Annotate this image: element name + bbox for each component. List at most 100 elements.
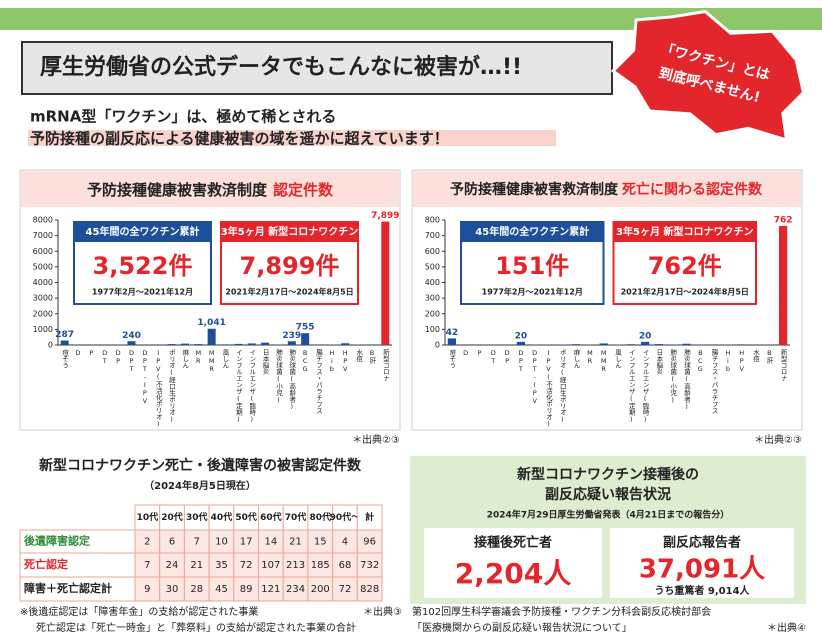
x-tick-label: BCG	[301, 349, 309, 373]
cell-value: 7	[144, 560, 150, 571]
x-tick-label: DPT	[517, 349, 525, 373]
x-tick-label: P	[87, 349, 95, 357]
y-tick-label: 500	[425, 262, 440, 271]
box-header	[461, 222, 604, 242]
cell-value: 213	[286, 560, 305, 571]
box-title: 3年5ヶ月 新型コロナワクチン	[221, 225, 358, 238]
title-part: 予防接種健康被害救済制度	[450, 181, 619, 198]
column-header: 30代	[186, 511, 208, 523]
bar	[516, 341, 526, 345]
x-tick-label: ポリオ(経口生ポリオ)	[558, 349, 566, 424]
bar	[127, 341, 136, 345]
row-label: 後遺障害認定	[24, 534, 90, 548]
column-header: 計	[365, 511, 374, 523]
bar	[571, 344, 581, 345]
x-tick-label: MR	[586, 349, 594, 365]
row-label: 死亡認定	[24, 557, 68, 571]
x-tick-label: Hib	[724, 349, 732, 373]
bar	[194, 344, 203, 345]
y-tick-label: 300	[425, 294, 440, 303]
panel-header	[413, 171, 801, 207]
title-emphasis: 死亡に関わる認定件数	[621, 181, 763, 198]
cell-value: 121	[261, 584, 280, 595]
page-title: 厚生労働省の公式データでもこんなに被害が…!!	[40, 54, 522, 80]
bar	[627, 344, 636, 345]
y-tick-label: 600	[425, 247, 440, 256]
top-gap	[0, 0, 822, 8]
cell	[307, 576, 334, 602]
cell	[159, 552, 185, 578]
x-tick-label: 腸チフス・パラチフス	[710, 349, 718, 415]
x-tick-label: B肝	[368, 349, 376, 365]
x-tick-label: 肺炎球菌(高齢者)	[683, 349, 691, 411]
x-tick-label: 新型コロナ	[381, 348, 389, 382]
cell-value: 234	[286, 584, 305, 595]
y-tick-label: 400	[425, 278, 440, 287]
bar	[180, 343, 189, 345]
bar	[599, 343, 608, 345]
bar	[381, 221, 390, 345]
box-period: 1977年2月〜2021年12月	[482, 287, 583, 297]
bar	[682, 343, 691, 345]
report-title: 新型コロナワクチン接種後の	[517, 466, 699, 483]
x-tick-label: 腸チフス・パラチフス	[315, 349, 323, 415]
bar	[640, 341, 650, 345]
value-label: 20	[515, 331, 528, 341]
column-header: 10代	[137, 511, 159, 523]
y-tick-label: 6000	[33, 247, 53, 256]
title-box	[21, 41, 613, 95]
y-tick-label: 4000	[33, 278, 53, 287]
report-date: 2024年7月29日厚生労働省発表（4月21日までの報告分）	[487, 509, 730, 521]
box-title: 45年間の全ワクチン累計	[86, 225, 200, 238]
box-header	[221, 222, 358, 242]
box-header	[613, 222, 756, 242]
table-date: （2024年8月5日現在）	[144, 479, 256, 492]
cell	[208, 576, 235, 602]
cell-value: 68	[339, 560, 352, 571]
cell	[233, 576, 260, 602]
cell-value: 732	[360, 560, 379, 571]
bar	[167, 344, 176, 345]
x-tick-label: 痘そう	[448, 348, 456, 369]
cell-value: 9	[144, 584, 150, 595]
y-tick-label: 0	[435, 341, 440, 350]
box-header	[74, 222, 211, 242]
bar	[301, 333, 310, 345]
x-tick-label: 肺炎球菌(小児)	[669, 349, 677, 404]
x-tick-label: D	[74, 349, 82, 357]
bar	[287, 341, 296, 345]
cell	[258, 552, 284, 578]
x-tick-label: 風しん	[614, 349, 622, 369]
title-part: 予防接種健康被害救済制度	[87, 181, 268, 199]
cell-value: 2	[144, 537, 150, 548]
cell	[356, 552, 383, 578]
x-tick-label: DP	[503, 349, 511, 365]
y-tick-label: 200	[425, 309, 440, 318]
source: ＊出典③	[363, 605, 402, 618]
column-header: 80代	[309, 511, 331, 523]
bar	[60, 340, 69, 345]
x-tick-label: 肺炎球菌(高齢者)	[288, 349, 296, 411]
cell-value: 72	[339, 584, 352, 595]
x-tick-label: 肺炎球菌(小児)	[274, 349, 282, 404]
cell-value: 30	[166, 584, 179, 595]
x-tick-label: D	[462, 349, 470, 357]
cell-value: 200	[311, 584, 330, 595]
x-tick-label: BCG	[696, 349, 704, 373]
cell-value: 828	[360, 584, 379, 595]
badge: 「ワクチン」とは 到底呼べません!	[610, 9, 806, 143]
row-label-cell	[19, 552, 136, 578]
box-title: 45年間の全ワクチン累計	[475, 225, 589, 238]
value-label: 1,041	[197, 318, 225, 328]
row-label: 障害＋死亡認定計	[24, 581, 112, 595]
intro-line: mRNA型「ワクチン」は、極めて稀とされる	[30, 108, 336, 126]
y-tick-label: 3000	[33, 294, 53, 303]
value-label: 42	[446, 328, 459, 338]
cell-value: 89	[240, 584, 253, 595]
report-note: 「医療機関からの副反応疑い報告状況について」	[412, 621, 632, 634]
report-title: 副反応疑い報告状況	[545, 486, 671, 503]
x-tick-label: HPV	[738, 349, 746, 373]
table-note: ※後遺症認定は「障害年金」の支給が認定された事業	[20, 605, 258, 618]
x-tick-label: 風しん	[221, 349, 229, 369]
